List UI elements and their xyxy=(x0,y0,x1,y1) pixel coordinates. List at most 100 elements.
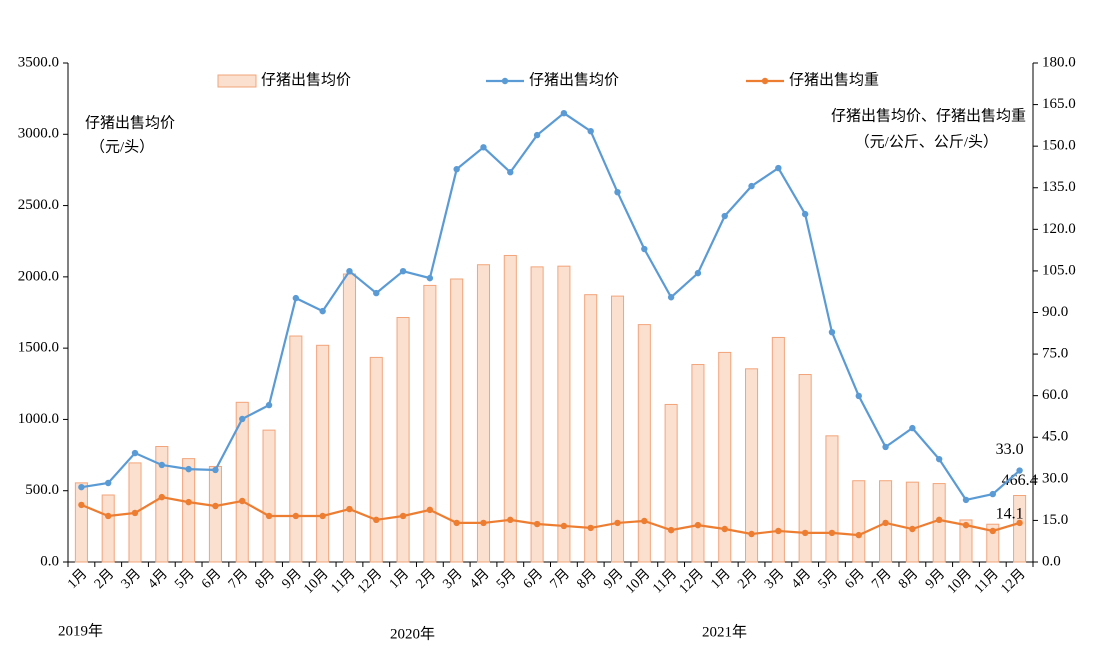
y2-axis-label: （元/公斤、公斤/头） xyxy=(855,133,998,150)
x-tick-label: 4月 xyxy=(145,566,171,592)
bar xyxy=(745,368,759,563)
y-tick-label: 3000.0 xyxy=(18,126,59,142)
y-tick-label: 3500.0 xyxy=(18,54,59,70)
line-point xyxy=(935,516,943,524)
bar xyxy=(101,494,115,563)
x-tick-label: 2月 xyxy=(734,566,760,592)
line-point xyxy=(346,505,353,513)
line-point xyxy=(1016,467,1023,474)
line-point xyxy=(587,127,594,135)
line-point xyxy=(78,501,85,509)
y-tick-label: 0.0 xyxy=(40,553,59,569)
x-tick-label: 1月 xyxy=(708,566,734,592)
line-point xyxy=(1016,519,1023,527)
x-tick-label: 8月 xyxy=(895,566,921,592)
bar xyxy=(664,403,678,563)
line-point xyxy=(292,294,300,302)
x-tick-label: 2月 xyxy=(413,566,439,592)
bar xyxy=(423,284,437,563)
x-tick-label: 6月 xyxy=(198,566,224,592)
x-tick-label: 6月 xyxy=(520,566,546,592)
line-point xyxy=(346,267,353,275)
x-tick-label: 4月 xyxy=(466,566,492,592)
x-tick-label: 9月 xyxy=(279,566,305,592)
line-point xyxy=(989,527,996,535)
x-tick-label: 12月 xyxy=(998,566,1029,597)
bar xyxy=(235,401,249,563)
line-point xyxy=(694,521,702,529)
line-point xyxy=(533,520,541,528)
line-point xyxy=(989,490,996,498)
y-tick-label: 2000.0 xyxy=(18,268,59,284)
y-tick-label: 2500.0 xyxy=(18,197,59,213)
bar xyxy=(584,294,598,563)
x-tick-label: 8月 xyxy=(574,566,600,592)
line-point xyxy=(962,521,970,529)
x-tick-label: 9月 xyxy=(600,566,626,592)
x-tick-label: 4月 xyxy=(788,566,814,592)
x-tick-label: 5月 xyxy=(493,566,519,592)
bar xyxy=(342,273,356,563)
x-tick-label: 11月 xyxy=(971,566,1002,597)
line-point xyxy=(373,289,380,297)
line-point xyxy=(614,188,621,196)
x-tick-label: 3月 xyxy=(761,566,787,592)
x-tick-label: 12月 xyxy=(676,566,707,597)
line-point xyxy=(909,424,916,432)
line-point xyxy=(614,519,621,527)
y-tick-label: 500.0 xyxy=(25,482,59,498)
line-point xyxy=(641,245,648,253)
line-point xyxy=(507,169,514,176)
line-point xyxy=(265,401,273,409)
bar xyxy=(557,265,571,563)
legend-swatch xyxy=(501,77,509,85)
line-point xyxy=(158,493,166,501)
line-point xyxy=(131,509,139,517)
y2-tick-label: 15.0 xyxy=(1042,512,1068,528)
x-tick-label: 5月 xyxy=(815,566,841,592)
x-tick-label: 11月 xyxy=(649,566,680,597)
x-tick-label: 2月 xyxy=(91,566,117,592)
line-point xyxy=(801,210,809,218)
bar xyxy=(718,351,732,563)
line-point xyxy=(319,307,326,315)
legend-label: 仔猪出售均价 xyxy=(529,71,619,88)
line-point xyxy=(855,392,862,400)
line-point xyxy=(748,182,755,190)
line-point xyxy=(78,483,85,491)
line-point xyxy=(721,212,728,220)
line-point xyxy=(319,512,326,520)
line-point xyxy=(105,512,112,520)
y-axis-label: 仔猪出售均价 xyxy=(85,114,175,131)
line-point xyxy=(292,512,300,520)
line-point xyxy=(480,519,487,527)
y-axis-label: （元/头） xyxy=(90,138,154,155)
line-point xyxy=(641,517,648,525)
y2-axis-label: 仔猪出售均价、仔猪出售均重 xyxy=(831,107,1026,124)
x-tick-label: 7月 xyxy=(225,566,251,592)
bar xyxy=(74,482,88,563)
bar xyxy=(182,458,196,563)
legend-label: 仔猪出售均价 xyxy=(261,71,351,88)
bar xyxy=(155,446,169,563)
line-point xyxy=(667,526,675,534)
line-point xyxy=(239,497,246,505)
line-point xyxy=(399,267,407,275)
line-point xyxy=(667,294,675,301)
bar xyxy=(798,374,812,563)
bar xyxy=(530,266,544,563)
line-point xyxy=(399,512,407,520)
bar xyxy=(262,429,276,563)
x-tick-label: 9月 xyxy=(922,566,948,592)
line-point xyxy=(426,506,434,514)
year-label: 2021年 xyxy=(702,623,747,640)
x-tick-label: 3月 xyxy=(440,566,466,592)
bar xyxy=(316,344,330,563)
line-point xyxy=(185,465,192,473)
x-tick-label: 10月 xyxy=(622,566,653,597)
x-tick-label: 1月 xyxy=(64,566,90,592)
line-point xyxy=(775,527,782,535)
line-point xyxy=(239,415,246,423)
line-point xyxy=(801,529,809,537)
line-point xyxy=(882,443,889,451)
